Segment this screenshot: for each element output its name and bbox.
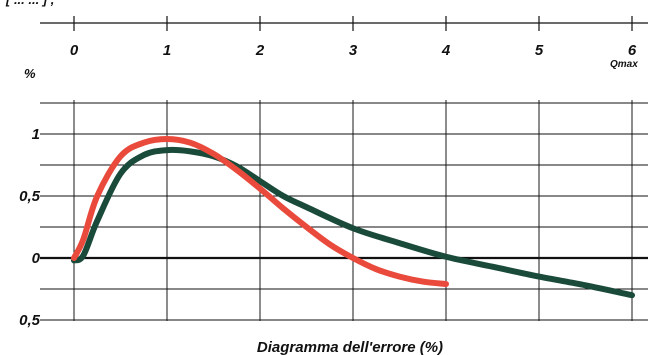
y-tick-labels: 1 0,5 0 0,5	[19, 126, 41, 329]
header-fragment: [ ... ... ] ,	[5, 0, 54, 7]
y-tick-label: 1	[32, 126, 40, 143]
series-group	[71, 135, 635, 299]
chart-title: Diagramma dell'errore (%)	[257, 339, 443, 355]
x-tick-label: 6	[628, 42, 637, 59]
x-tick-label: 2	[255, 42, 265, 59]
y-tick-label: 0,5	[19, 188, 41, 205]
x-tick-label: 3	[349, 42, 358, 59]
x-axis-end-label: Qmax	[610, 59, 638, 70]
y-tick-label: 0	[32, 250, 41, 267]
y-tick-label: 0,5	[19, 312, 41, 329]
top-ruler-ticks: 0 1 2 3 4 5 6	[70, 16, 637, 59]
y-axis-label: %	[24, 66, 36, 81]
x-tick-label: 0	[70, 42, 79, 59]
x-tick-label: 1	[163, 42, 171, 59]
series-line-red	[71, 135, 449, 288]
x-tick-label: 4	[441, 42, 451, 59]
x-tick-label: 5	[535, 42, 544, 59]
grid-lines	[40, 100, 648, 321]
series-line-green	[71, 146, 635, 299]
